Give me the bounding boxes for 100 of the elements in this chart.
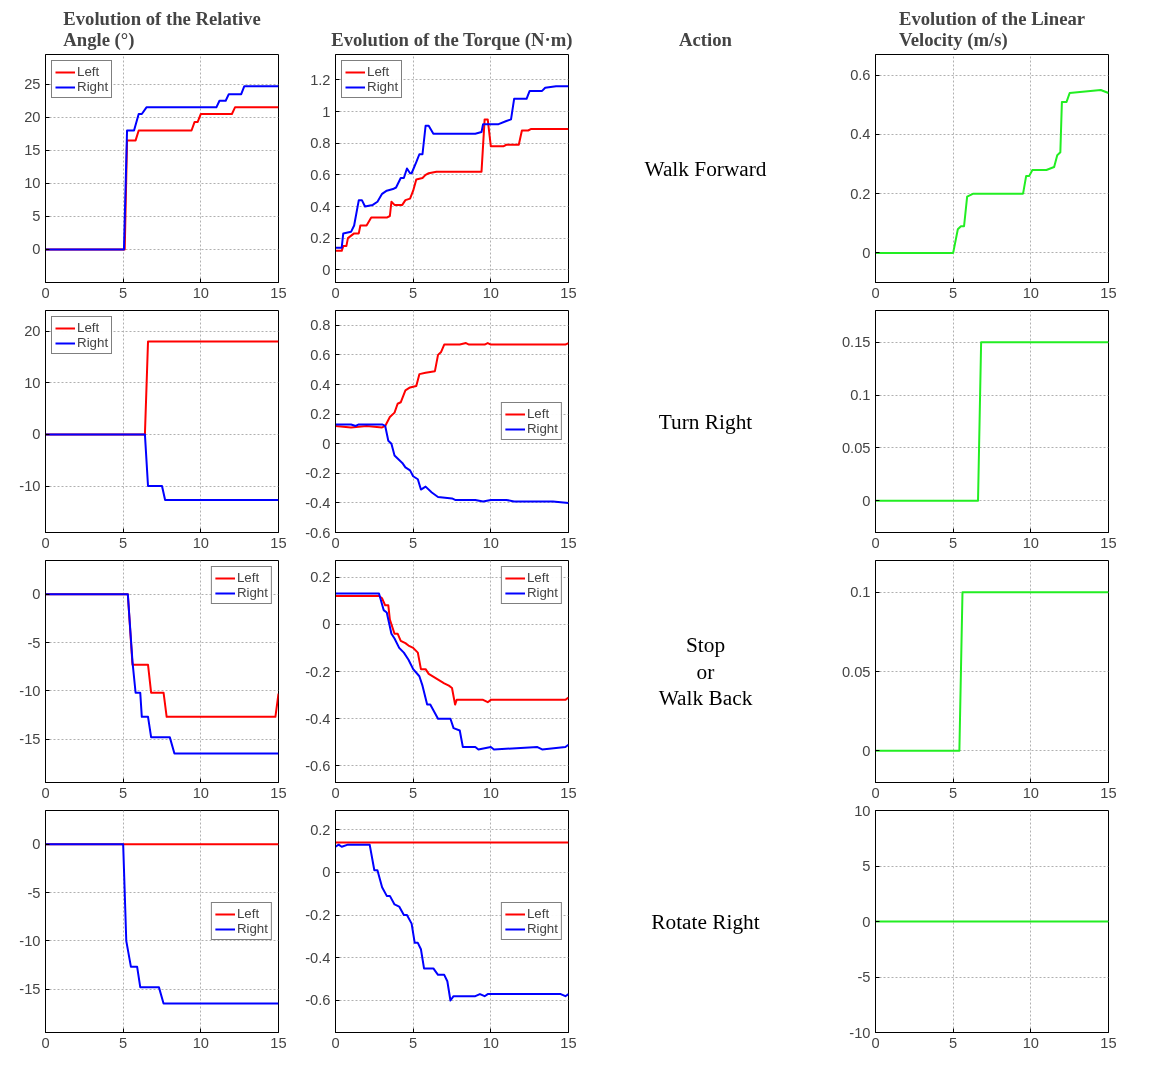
x-tick-label: 15 — [560, 534, 577, 551]
y-tick-label: 0 — [32, 836, 41, 853]
x-tick-label: 15 — [270, 534, 287, 551]
y-tick-label: 1 — [322, 103, 331, 120]
text: Walk Back — [658, 686, 753, 711]
legend-label: Right — [77, 335, 109, 350]
y-tick-label: 0.2 — [310, 406, 331, 423]
legend-label: Right — [526, 421, 558, 436]
legend-label: Left — [367, 64, 390, 79]
y-tick-label: -5 — [27, 634, 41, 651]
y-tick-label: 0 — [862, 742, 871, 759]
y-tick-label: -5 — [857, 969, 871, 985]
x-tick-label: 15 — [270, 1034, 287, 1051]
y-tick-label: 1.2 — [310, 71, 331, 88]
x-tick-label: 15 — [560, 784, 577, 801]
y-tick-label: -15 — [19, 731, 41, 748]
y-tick-label: 15 — [24, 142, 41, 159]
y-tick-label: 0 — [322, 435, 331, 452]
text: Turn Right — [658, 409, 753, 434]
y-tick-label: 10 — [24, 374, 41, 391]
chart-title: Evolution of the Linear Velocity (m/s) — [898, 7, 1086, 51]
y-tick-label: 0 — [322, 864, 331, 881]
legend-label: Right — [367, 79, 399, 94]
y-tick-label: -5 — [27, 884, 41, 901]
y-tick-label: 0.2 — [310, 569, 331, 586]
legend-label: Left — [526, 570, 550, 585]
y-tick-label: -0.2 — [305, 465, 331, 482]
y-tick-label: 5 — [862, 858, 871, 874]
y-tick-label: 0 — [862, 492, 871, 509]
chart-title: Evolution of the Relative Angle (°) — [63, 7, 261, 51]
x-tick-label: 5 — [119, 784, 128, 801]
x-tick-label: 10 — [192, 284, 209, 301]
x-tick-label: 5 — [409, 284, 418, 301]
text: Rotate Right — [651, 909, 760, 934]
x-tick-label: 10 — [1022, 784, 1039, 801]
x-tick-label: 10 — [1022, 534, 1039, 551]
y-tick-label: 5 — [32, 208, 41, 225]
x-tick-label: 10 — [482, 534, 499, 551]
legend-label: Right — [77, 79, 109, 94]
x-tick-label: 15 — [560, 284, 577, 301]
y-tick-label: 0.15 — [841, 334, 871, 351]
x-tick-label: 5 — [409, 1034, 418, 1051]
y-tick-label: 0.2 — [310, 821, 331, 838]
x-tick-label: 10 — [482, 1034, 499, 1051]
x-tick-label: 15 — [270, 784, 287, 801]
y-tick-label: -0.6 — [305, 757, 331, 774]
y-tick-label: 0.05 — [841, 663, 871, 680]
y-tick-label: 0.2 — [310, 230, 331, 247]
y-tick-label: -10 — [19, 932, 41, 949]
x-tick-label: 5 — [119, 1034, 128, 1051]
y-tick-label: 0.4 — [310, 198, 331, 215]
y-tick-label: -0.4 — [305, 710, 331, 727]
line-series — [335, 423, 569, 504]
legend-label: Left — [236, 570, 260, 585]
line-series — [875, 89, 1109, 254]
x-tick-label: 10 — [1022, 1034, 1039, 1051]
y-tick-label: 0.8 — [310, 135, 331, 152]
x-tick-label: 15 — [1100, 1034, 1117, 1051]
x-tick-label: 15 — [1100, 784, 1117, 801]
legend-label: Left — [526, 406, 550, 421]
text: Action — [679, 28, 733, 50]
line-series — [45, 843, 279, 1005]
legend-label: Right — [236, 921, 268, 936]
x-tick-label: 10 — [192, 1034, 209, 1051]
y-tick-label: 0.8 — [310, 317, 331, 334]
y-tick-label: 0.1 — [850, 387, 871, 404]
y-tick-label: 0.6 — [310, 166, 331, 183]
y-tick-label: 0.1 — [850, 584, 871, 601]
y-tick-label: -0.4 — [305, 949, 331, 966]
text: or — [696, 659, 715, 684]
legend-label: Right — [526, 585, 558, 600]
y-tick-label: 20 — [24, 323, 41, 340]
x-tick-label: 10 — [192, 784, 209, 801]
x-tick-label: 10 — [1022, 284, 1039, 301]
y-tick-label: 0 — [322, 616, 331, 633]
chart-title: Evolution of the Torque (N·m) — [331, 28, 573, 51]
y-tick-label: -0.2 — [305, 663, 331, 680]
legend-label: Right — [236, 585, 268, 600]
x-tick-label: 5 — [409, 784, 418, 801]
x-tick-label: 15 — [270, 284, 287, 301]
text: Stop — [685, 632, 726, 657]
x-tick-label: 15 — [1100, 284, 1117, 301]
y-tick-label: -0.6 — [305, 992, 331, 1009]
legend-label: Left — [77, 64, 100, 79]
x-tick-label: 10 — [192, 534, 209, 551]
line-series — [335, 118, 569, 252]
y-tick-label: 0.2 — [850, 185, 871, 202]
x-tick-label: 15 — [560, 1034, 577, 1051]
y-tick-label: -15 — [19, 981, 41, 998]
y-tick-label: 0 — [32, 586, 41, 603]
text: Walk Forward — [644, 156, 767, 181]
y-tick-label: -0.6 — [305, 524, 331, 541]
x-tick-label: 10 — [482, 784, 499, 801]
y-tick-label: 0.6 — [310, 346, 331, 363]
legend-label: Right — [526, 921, 558, 936]
x-tick-label: 5 — [119, 284, 128, 301]
y-tick-label: -10 — [19, 478, 41, 495]
y-tick-label: 0.6 — [850, 67, 871, 84]
x-tick-label: 5 — [949, 284, 958, 301]
x-tick-label: 5 — [119, 534, 128, 551]
